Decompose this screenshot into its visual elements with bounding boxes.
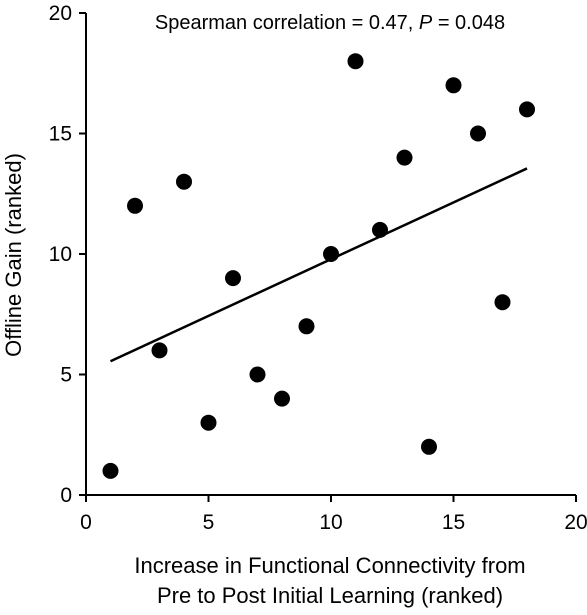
data-point (347, 53, 364, 70)
data-point (396, 149, 413, 166)
x-axis-label-line-2: Pre to Post Initial Learning (ranked) (157, 583, 503, 608)
x-tick-label: 0 (80, 511, 92, 534)
correlation-annotation: Spearman correlation = 0.47, P = 0.048 (155, 12, 505, 34)
x-tick-label: 20 (564, 511, 587, 534)
data-point (470, 125, 486, 142)
y-tick-label: 5 (60, 364, 72, 387)
data-point (127, 197, 143, 214)
data-point (225, 270, 241, 287)
x-tick-label: 5 (203, 511, 215, 534)
data-point (494, 294, 511, 311)
y-tick-label: 0 (60, 484, 72, 507)
y-tick-label: 15 (49, 123, 72, 146)
regression-line (109, 167, 528, 363)
y-tick-label: 10 (49, 243, 72, 266)
fit-line-group (109, 167, 528, 363)
data-point (372, 221, 388, 238)
y-axis-label: Offline Gain (ranked) (1, 153, 26, 357)
data-points (102, 53, 535, 479)
data-point (274, 390, 290, 407)
annotation-p-symbol: P (419, 12, 433, 34)
annotation-suffix: = 0.048 (432, 12, 505, 34)
data-point (249, 366, 266, 383)
ticks: 0 5 10 15 20 0 5 10 15 20 (49, 2, 587, 534)
data-point (323, 246, 339, 262)
data-point (298, 318, 315, 335)
data-point (102, 462, 119, 479)
x-tick-label: 15 (442, 511, 465, 534)
data-point (445, 77, 462, 94)
x-axis-label-line-1: Increase in Functional Connectivity from (134, 553, 525, 578)
data-point (151, 342, 168, 359)
data-point (176, 173, 192, 190)
x-tick-label: 10 (319, 511, 342, 534)
data-point (421, 438, 437, 455)
y-tick-label: 20 (49, 2, 72, 25)
annotation-prefix: Spearman correlation = 0.47, (155, 12, 419, 34)
data-point (519, 101, 535, 118)
data-point (200, 414, 217, 431)
